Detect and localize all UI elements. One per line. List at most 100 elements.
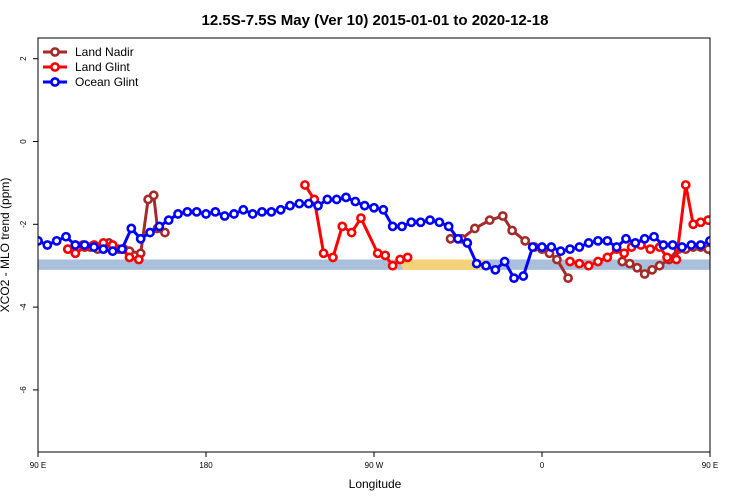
data-point: [443, 221, 454, 232]
data-point: [434, 217, 445, 228]
land-patch: [398, 259, 486, 270]
x-axis-label: Longitude: [349, 477, 402, 491]
data-point: [154, 221, 165, 232]
data-point: [51, 235, 62, 246]
axes: 90 E 180 90 W 0 90 E 2 0 -2 -4 -6: [19, 56, 718, 470]
data-point: [703, 244, 710, 255]
data-point: [471, 258, 482, 269]
data-point: [201, 209, 211, 219]
data-point: [328, 252, 338, 263]
reference-band: [38, 259, 710, 270]
data-point: [210, 206, 221, 217]
y-tick-label: -4: [19, 303, 28, 311]
data-point: [639, 233, 650, 244]
data-point: [369, 202, 379, 213]
data-point: [70, 240, 81, 250]
data-point: [630, 238, 641, 248]
data-point: [341, 192, 351, 203]
data-point: [313, 200, 323, 211]
y-tick-label: -2: [19, 220, 28, 228]
data-point: [395, 254, 406, 265]
data-point: [425, 215, 435, 226]
data-point: [565, 256, 575, 267]
data-point: [294, 198, 305, 209]
data-point: [602, 252, 613, 263]
data-point: [445, 233, 456, 244]
data-point: [617, 256, 628, 267]
x-tick-label: 180: [199, 461, 213, 470]
data-point: [583, 238, 594, 248]
data-point: [124, 252, 135, 263]
data-point: [632, 262, 643, 273]
data-point: [527, 242, 538, 252]
data-point: [163, 215, 174, 226]
data-point: [285, 200, 295, 211]
data-point: [402, 252, 413, 263]
data-point: [469, 223, 480, 234]
y-axis-label: XCO2 - MLO trend (ppm): [0, 178, 12, 313]
data-point: [537, 242, 547, 252]
data-point: [563, 273, 574, 284]
data-point: [695, 240, 706, 250]
data-point: [275, 204, 286, 215]
data-point: [490, 264, 501, 275]
data-point: [266, 206, 277, 217]
data-point: [520, 235, 531, 246]
data-point: [98, 244, 109, 255]
y-tick-label: 2: [19, 56, 28, 61]
data-point: [117, 244, 127, 255]
data-point: [346, 227, 357, 238]
data-point: [705, 235, 710, 246]
data-point: [658, 240, 669, 250]
data-point: [484, 215, 495, 226]
data-point: [552, 254, 562, 265]
x-tick-label: 90 W: [365, 461, 384, 470]
data-point: [133, 254, 144, 265]
data-point: [654, 260, 665, 271]
data-point: [89, 242, 99, 252]
data-point: [219, 211, 230, 221]
chart-title: 12.5S-7.5S May (Ver 10) 2015-01-01 to 20…: [202, 12, 549, 29]
data-point: [135, 233, 146, 244]
data-point: [602, 235, 613, 246]
y-tick-label: 0: [19, 139, 28, 144]
data-point: [667, 240, 678, 250]
data-point: [356, 213, 366, 223]
data-point: [686, 240, 697, 250]
data-point: [574, 242, 585, 252]
data-point: [688, 219, 699, 230]
data-point: [79, 240, 90, 250]
data-point: [406, 217, 417, 228]
data-point: [645, 244, 656, 255]
data-point: [350, 196, 361, 207]
data-point: [61, 231, 71, 242]
data-point: [322, 194, 333, 205]
data-point: [126, 223, 137, 234]
x-tick-label: 90 E: [30, 461, 46, 470]
data-point: [303, 198, 314, 209]
data-point: [148, 190, 159, 201]
data-point: [546, 242, 557, 252]
data-point: [380, 250, 391, 261]
data-point: [624, 258, 635, 269]
data-point: [481, 260, 491, 271]
data-point: [145, 227, 155, 238]
legend-marker: [50, 77, 60, 87]
data-point: [499, 256, 510, 267]
plot-content: [38, 180, 710, 284]
data-point: [611, 242, 622, 252]
y-tick-label: -6: [19, 386, 28, 394]
plot-area: [38, 180, 710, 284]
data-point: [647, 264, 658, 275]
legend-label: Ocean Glint: [75, 75, 139, 89]
data-point: [191, 206, 202, 217]
legend-label: Land Glint: [75, 60, 130, 74]
data-point: [497, 211, 508, 221]
legend-marker: [50, 47, 60, 57]
data-point: [387, 221, 398, 232]
data-point: [173, 209, 183, 219]
data-point: [695, 217, 706, 228]
legend-marker: [50, 62, 60, 72]
